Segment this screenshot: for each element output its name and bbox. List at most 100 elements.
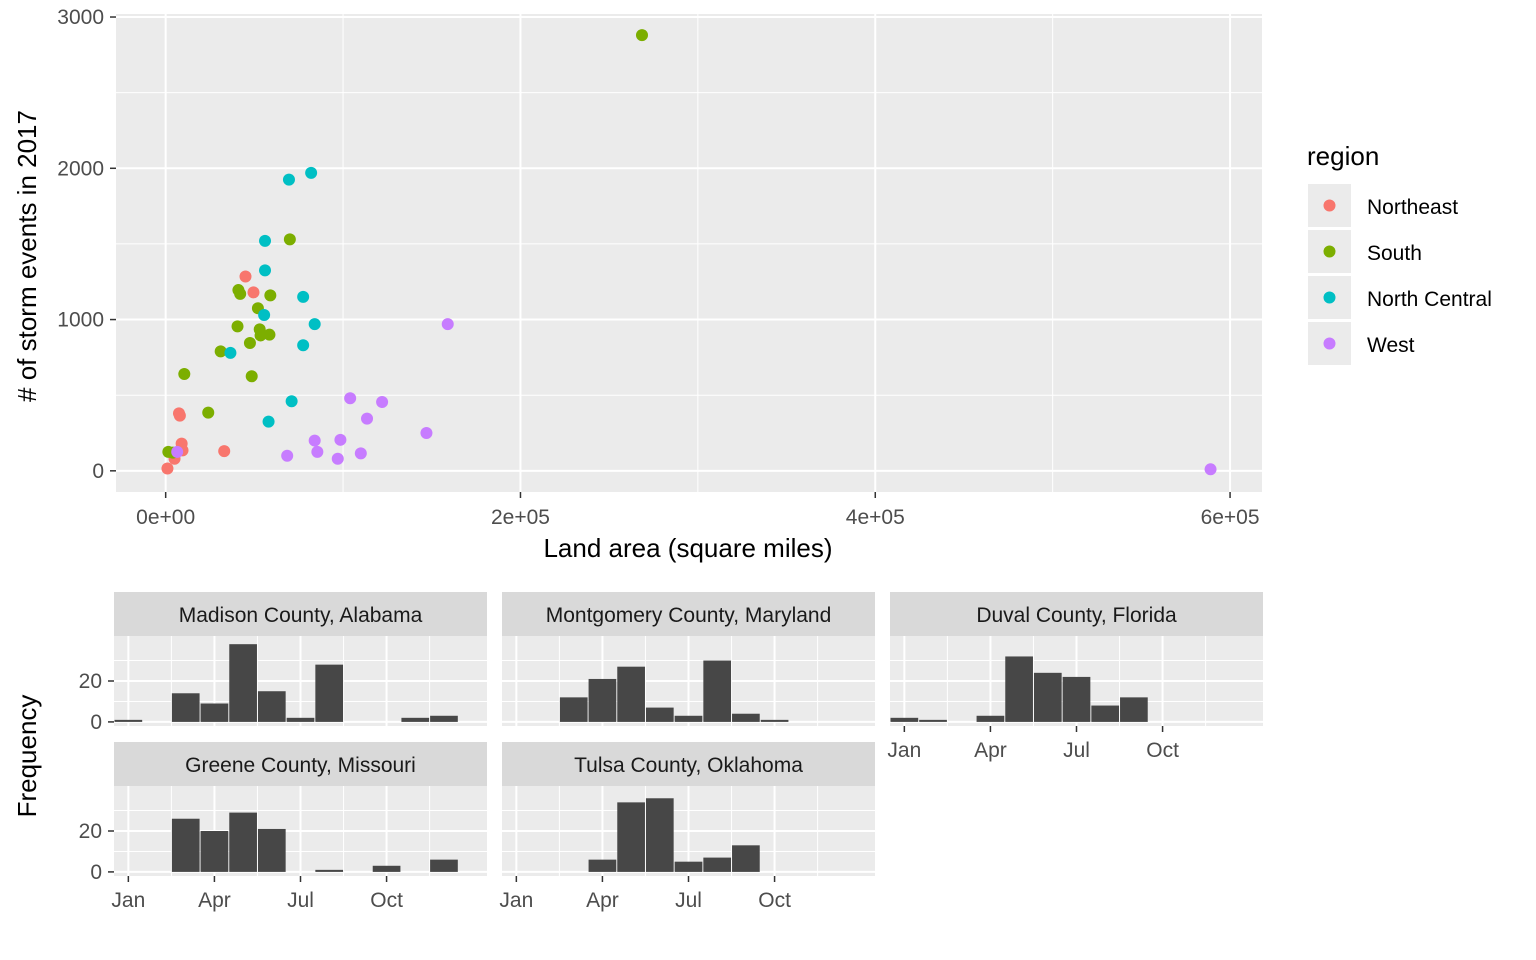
scatter-point-west [376,395,389,408]
histogram-bar [315,869,344,872]
scatter-point-west [361,412,374,425]
legend-entry-label: North Central [1367,288,1492,311]
legend-key-dot [1323,199,1336,212]
histogram-bar [732,845,760,872]
facet-x-tick-label: Apr [586,889,619,912]
histogram-bar [732,713,760,722]
legend-key-dot [1323,337,1336,350]
scatter-point-south [234,287,247,300]
scatter-point-south [264,289,277,302]
histogram-bar [200,831,229,872]
scatter-point-north-central [262,415,275,428]
histogram-bar [617,666,645,722]
facet-x-tick-label: Jan [499,889,533,912]
histogram-bar [257,828,286,872]
histogram-bar [645,798,674,872]
scatter-point-north-central [258,309,271,322]
scatter-point-south [263,328,276,341]
histogram-bar [315,664,344,722]
scatter-point-north-central [285,395,298,408]
scatter-x-tick-label: 2e+05 [491,506,550,529]
histogram-bar [401,717,430,722]
facet-y-tick-label: 20 [79,820,102,843]
scatter-point-west [441,318,454,331]
histogram-bar [1005,656,1033,722]
facet-x-tick-label: Apr [198,889,231,912]
facet-strip-montgomery-county-maryland [502,592,875,636]
facet-x-tick-label: Jul [1063,739,1090,762]
histogram-bar [588,859,617,872]
scatter-point-north-central [297,290,310,303]
facet-strip-tulsa-county-oklahoma [502,742,875,786]
facet-x-tick-label: Oct [370,889,403,912]
histogram-bar [617,802,645,872]
facet-x-tick-label: Apr [974,739,1007,762]
facet-strip-madison-county-alabama [114,592,487,636]
scatter-point-south [283,233,296,246]
histogram-bar [703,660,732,722]
scatter-plot: 0e+00 2e+05 4e+05 6e+05 0 1000 2000 3000 [57,6,1262,529]
scatter-y-tick-label: 2000 [57,157,104,180]
histogram-bar [919,719,947,722]
scatter-point-south [202,406,215,419]
histogram-bar [1120,697,1148,722]
facet-title: Montgomery County, Maryland [546,604,832,627]
histogram-bar [890,717,919,722]
facet-title: Greene County, Missouri [185,754,416,777]
scatter-point-west [420,427,433,440]
scatter-point-north-central [282,173,295,186]
facet-x-tick-label: Oct [1146,739,1179,762]
scatter-point-west [171,445,184,458]
histogram-bar [229,644,257,722]
scatter-point-south [231,320,244,333]
histogram-bar [1033,672,1062,722]
facet-y-axis-label: Frequency [12,695,42,818]
histogram-bar [760,719,789,722]
scatter-point-west [1204,463,1217,476]
scatter-point-northeast [218,445,231,458]
scatter-x-axis-label: Land area (square miles) [543,533,832,563]
scatter-point-northeast [247,286,260,299]
legend-entry-label: Northeast [1367,196,1458,219]
histogram-bar [372,865,401,872]
facet-x-tick-label: Jul [675,889,702,912]
scatter-point-northeast [161,462,174,475]
facet-x-tick-label: Jan [111,889,145,912]
histogram-bar [1091,705,1120,722]
histogram-bar [674,715,703,722]
histogram-bar [229,812,257,872]
scatter-point-west [281,449,294,462]
scatter-point-south [178,368,191,381]
scatter-point-northeast [173,409,186,422]
scatter-point-north-central [308,318,321,331]
facet-strip-greene-county-missouri [114,742,487,786]
facet-histograms: Madison County, Alabama 0 20 Montgomery Cou… [79,592,1263,912]
facet-x-tick-label: Jan [887,739,921,762]
histogram-bar [257,691,286,722]
scatter-point-north-central [259,234,272,247]
scatter-y-tick-label: 0 [92,460,104,483]
facet-title: Duval County, Florida [976,604,1177,627]
scatter-point-north-central [305,166,318,179]
histogram-bar [171,818,200,872]
scatter-point-south [214,345,227,358]
scatter-point-north-central [297,339,310,352]
scatter-panel-background [116,14,1262,492]
scatter-x-tick-label: 0e+00 [136,506,195,529]
scatter-point-south [635,29,648,42]
histogram-bar [171,693,200,722]
histogram-bar [200,703,229,722]
legend-key-dot [1323,245,1336,258]
facet-title: Tulsa County, Oklahoma [574,754,803,777]
legend-entry-label: West [1367,334,1415,357]
legend-title: region [1307,141,1379,171]
scatter-x-tick-label: 4e+05 [846,506,905,529]
facet-y-tick-label: 20 [79,670,102,693]
histogram-bar [703,857,732,872]
scatter-point-south [243,337,256,350]
facet-x-tick-label: Jul [287,889,314,912]
scatter-point-west [308,434,321,447]
scatter-point-west [311,445,324,458]
histogram-bar [430,715,458,722]
